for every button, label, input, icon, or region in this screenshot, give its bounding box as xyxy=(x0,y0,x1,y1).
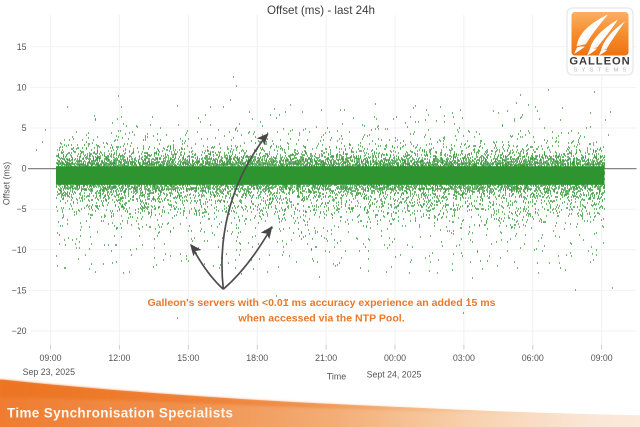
svg-text:09:00: 09:00 xyxy=(39,353,61,363)
svg-text:GALLEON: GALLEON xyxy=(569,56,630,68)
svg-text:21:00: 21:00 xyxy=(315,353,337,363)
svg-text:03:00: 03:00 xyxy=(453,353,475,363)
svg-text:when accessed via the NTP Pool: when accessed via the NTP Pool. xyxy=(237,313,404,325)
svg-text:−10: −10 xyxy=(12,245,27,255)
svg-text:Sept 24, 2025: Sept 24, 2025 xyxy=(367,370,422,380)
svg-text:15:00: 15:00 xyxy=(177,353,199,363)
svg-text:Time Synchronisation Specialis: Time Synchronisation Specialists xyxy=(7,406,233,421)
svg-text:00:00: 00:00 xyxy=(384,353,406,363)
svg-text:15: 15 xyxy=(17,42,27,52)
svg-text:Time: Time xyxy=(327,372,346,382)
svg-text:0: 0 xyxy=(22,164,27,174)
svg-text:SYSTEMS: SYSTEMS xyxy=(573,68,630,74)
svg-text:Offset (ms): Offset (ms) xyxy=(2,162,12,205)
svg-text:10: 10 xyxy=(17,82,27,92)
svg-text:Offset (ms) - last 24h: Offset (ms) - last 24h xyxy=(267,4,375,17)
svg-text:Galleon's servers with <0.01 m: Galleon's servers with <0.01 ms accuracy… xyxy=(147,297,495,309)
svg-text:−15: −15 xyxy=(12,285,27,295)
svg-text:5: 5 xyxy=(22,123,27,133)
svg-text:09:00: 09:00 xyxy=(591,353,613,363)
svg-text:12:00: 12:00 xyxy=(108,353,130,363)
svg-text:−5: −5 xyxy=(16,204,26,214)
svg-text:−20: −20 xyxy=(12,326,27,336)
svg-text:Sep 23, 2025: Sep 23, 2025 xyxy=(23,367,75,377)
svg-text:18:00: 18:00 xyxy=(246,353,268,363)
svg-text:06:00: 06:00 xyxy=(522,353,544,363)
